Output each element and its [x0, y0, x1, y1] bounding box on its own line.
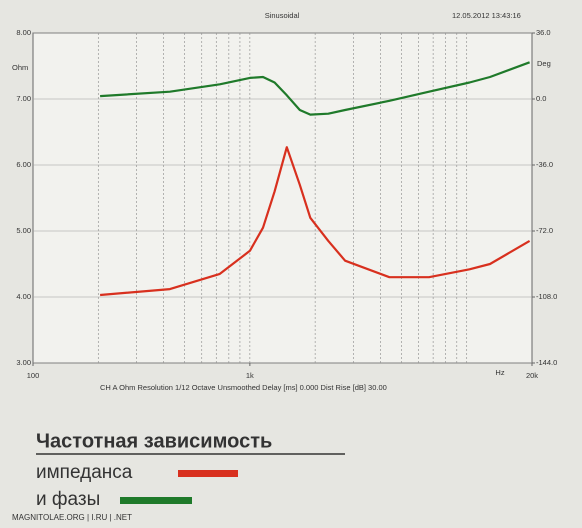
legend-title: Частотная зависимость	[36, 430, 272, 452]
y-axis-label: Ohm	[12, 63, 28, 72]
x-tick-label: 20k	[526, 371, 538, 380]
settings-caption: CH A Ohm Resolution 1/12 Octave Unsmooth…	[100, 383, 387, 392]
legend-swatch	[178, 470, 238, 477]
y2-tick-label: 0.0	[536, 94, 546, 103]
watermark: MAGNITOLAE.ORG | I.RU | .NET	[12, 513, 132, 522]
y-tick-label: 7.00	[16, 94, 31, 103]
series-line	[100, 146, 531, 297]
legend-label: импеданса	[36, 462, 133, 483]
y2-tick-label: -72.0	[536, 226, 553, 235]
y2-tick-label: -108.0	[536, 292, 557, 301]
chart-title: Sinusoidal	[265, 11, 300, 20]
y-tick-label: 4.00	[16, 292, 31, 301]
x-axis-label: Hz	[495, 368, 504, 377]
series-line	[100, 61, 530, 116]
x-tick-label: 100	[27, 371, 40, 380]
y2-tick-label: -36.0	[536, 160, 553, 169]
x-tick-label: 1k	[246, 371, 254, 380]
y2-tick-label: -144.0	[536, 358, 557, 367]
legend-swatch	[120, 497, 192, 504]
y-tick-label: 8.00	[16, 28, 31, 37]
plot-area	[32, 32, 533, 364]
legend-label: и фазы	[36, 489, 100, 510]
y-tick-label: 3.00	[16, 358, 31, 367]
y-tick-label: 5.00	[16, 226, 31, 235]
y2-tick-label: 36.0	[536, 28, 551, 37]
y2-axis-label: Deg	[537, 59, 551, 68]
timestamp: 12.05.2012 13:43:16	[452, 11, 521, 20]
y-tick-label: 6.00	[16, 160, 31, 169]
